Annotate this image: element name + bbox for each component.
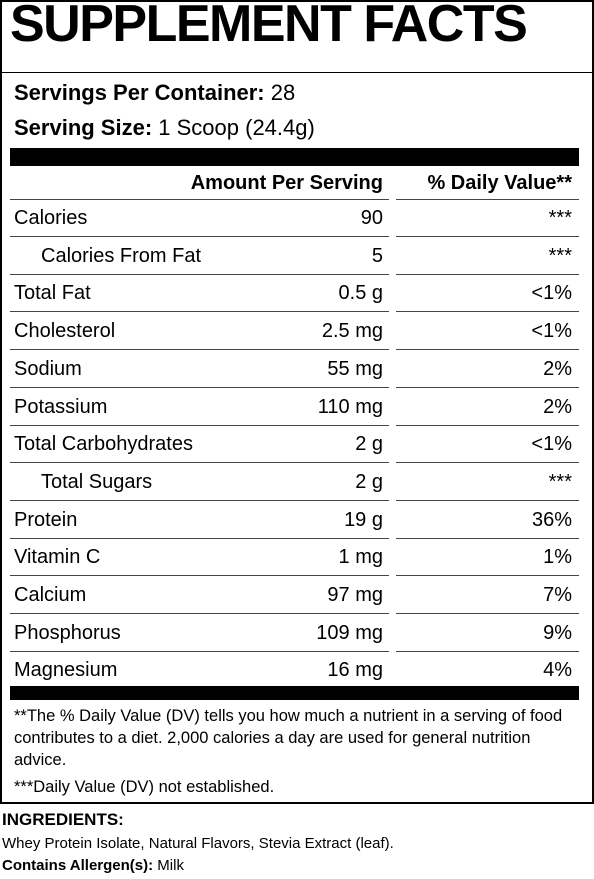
thick-bar — [10, 686, 579, 700]
nutrient-dv: 2% — [543, 395, 572, 418]
nutrient-amount: 90 — [360, 207, 383, 229]
footnote: ***Daily Value (DV) not established. — [14, 778, 275, 796]
row-line — [10, 537, 389, 539]
nutrient-dv: 1% — [543, 546, 572, 569]
row-line — [396, 349, 579, 351]
nutrient-amount: 19 g — [344, 508, 383, 531]
row-line — [396, 424, 579, 426]
nutrient-name: Calories — [14, 207, 88, 229]
nutrient-dv: <1% — [531, 320, 572, 343]
row-line — [396, 273, 579, 275]
row-line — [10, 311, 389, 313]
ingredients-label: INGREDIENTS: — [2, 810, 124, 829]
nutrient-name: Phosphorus — [14, 621, 121, 644]
nutrient-amount: 16 mg — [327, 659, 383, 682]
row-line — [396, 499, 579, 501]
nutrient-name: Vitamin C — [14, 546, 101, 569]
amount-header: Amount Per Serving — [190, 172, 383, 194]
row-line — [10, 650, 389, 652]
nutrient-name: Cholesterol — [14, 320, 116, 343]
row-line — [10, 273, 389, 275]
row-line — [10, 349, 389, 351]
row-line — [396, 537, 579, 539]
row-line — [396, 236, 579, 237]
value: 1 Scoop (24.4g) — [158, 115, 315, 140]
row-line — [10, 462, 389, 464]
nutrient-amount: 2 g — [355, 470, 383, 493]
nutrient-dv: 4% — [543, 659, 572, 682]
row-line — [396, 199, 579, 200]
nutrient-dv: <1% — [531, 433, 572, 456]
nutrient-amount: 110 mg — [317, 395, 383, 418]
nutrient-dv: 2% — [543, 357, 572, 380]
label: Serving Size: — [14, 115, 153, 140]
dv-header: % Daily Value** — [427, 172, 572, 194]
allergen-value: Milk — [157, 857, 184, 874]
nutrient-name: Total Carbohydrates — [14, 433, 193, 456]
nutrient-amount: 1 mg — [338, 546, 383, 569]
row-line — [396, 650, 579, 652]
servings-line: Servings Per Container: 28 — [14, 80, 295, 106]
nutrient-name: Protein — [14, 508, 78, 531]
row-line — [10, 236, 389, 237]
nutrient-amount: 109 mg — [316, 621, 383, 644]
nutrient-dv: 36% — [531, 508, 572, 531]
row-line — [396, 575, 579, 577]
nutrient-name: Magnesium — [14, 659, 118, 682]
facts-box — [0, 0, 594, 804]
row-line — [396, 613, 579, 614]
nutrient-dv: <1% — [531, 282, 572, 305]
value: 28 — [270, 80, 296, 105]
row-line — [396, 386, 579, 388]
nutrient-dv: 9% — [543, 621, 572, 644]
serving-size-line: Serving Size: 1 Scoop (24.4g) — [14, 115, 315, 141]
row-line — [396, 311, 579, 313]
row-line — [396, 462, 579, 464]
footnote: **The % Daily Value (DV) tells you how m… — [14, 707, 563, 769]
nutrient-name: Calcium — [14, 584, 87, 606]
row-line — [10, 499, 389, 501]
allergen-line: Contains Allergen(s): Milk — [2, 857, 184, 874]
title: SUPPLEMENT FACTS — [10, 0, 528, 53]
divider — [2, 72, 592, 73]
nutrient-amount: 2.5 mg — [321, 320, 383, 343]
nutrient-amount: 97 mg — [327, 584, 383, 606]
row-line — [10, 386, 389, 388]
nutrient-dv: *** — [548, 244, 572, 267]
nutrient-amount: 2 g — [355, 433, 383, 456]
allergen-label: Contains Allergen(s): — [2, 857, 154, 874]
row-line — [10, 575, 389, 577]
nutrient-name: Total Fat — [14, 282, 91, 305]
nutrient-amount: 0.5 g — [338, 282, 383, 305]
row-line — [10, 613, 389, 614]
row-line — [10, 199, 389, 200]
nutrient-amount: 5 — [371, 244, 383, 267]
nutrient-dv: *** — [548, 207, 572, 229]
nutrient-name: Sodium — [14, 357, 82, 380]
nutrient-dv: 7% — [543, 584, 572, 606]
nutrient-amount: 55 mg — [327, 357, 383, 380]
nutrient-name: Total Sugars — [41, 470, 153, 493]
nutrient-dv: *** — [548, 470, 572, 493]
row-line — [10, 424, 389, 426]
nutrient-name: Calories From Fat — [41, 244, 202, 267]
ingredients-text: Whey Protein Isolate, Natural Flavors, S… — [2, 835, 394, 852]
label: Servings Per Container: — [14, 80, 265, 105]
thick-bar — [10, 148, 579, 166]
nutrient-name: Potassium — [14, 395, 108, 418]
